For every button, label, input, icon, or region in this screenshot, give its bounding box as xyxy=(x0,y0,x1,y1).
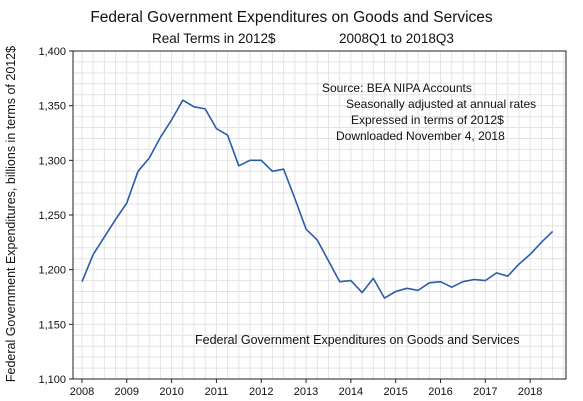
x-tick-label: 2010 xyxy=(159,386,183,398)
x-tick-label: 2018 xyxy=(518,386,542,398)
grid-lines xyxy=(72,50,567,380)
x-tick-label: 2009 xyxy=(115,386,139,398)
y-tick-label: 1,150 xyxy=(38,319,66,331)
x-tick-label: 2016 xyxy=(428,386,452,398)
x-tick-label: 2011 xyxy=(205,386,229,398)
series-layer xyxy=(81,99,554,299)
axis-ticks: 1,100 1,150 1,200 1,250 1,300 1,350 1,400 2008 2… xyxy=(38,46,542,398)
chart-subtitle-left: Real Terms in 2012$ xyxy=(152,31,276,46)
x-tick-label: 2015 xyxy=(383,386,407,398)
source-note-line: Downloaded November 4, 2018 xyxy=(336,129,505,143)
series-legend-label: Federal Government Expenditures on Goods… xyxy=(195,333,520,347)
y-tick-label: 1,100 xyxy=(38,374,66,386)
source-note-line: Source: BEA NIPA Accounts xyxy=(322,81,472,95)
series-line xyxy=(81,99,554,299)
y-tick-label: 1,350 xyxy=(38,101,66,113)
source-note-line: Seasonally adjusted at annual rates xyxy=(346,97,537,111)
y-tick-label: 1,400 xyxy=(38,46,66,58)
x-tick-label: 2014 xyxy=(339,386,363,398)
chart-title: Federal Government Expenditures on Goods… xyxy=(90,9,493,26)
x-tick-label: 2013 xyxy=(294,386,318,398)
chart-subtitle-right: 2008Q1 to 2018Q3 xyxy=(339,31,454,46)
x-tick-label: 2017 xyxy=(473,386,497,398)
y-tick-label: 1,200 xyxy=(38,265,66,277)
x-tick-label: 2008 xyxy=(70,386,94,398)
x-tick-label: 2012 xyxy=(249,386,273,398)
source-note-line: Expressed in terms of 2012$ xyxy=(351,113,504,127)
y-tick-label: 1,250 xyxy=(38,210,66,222)
y-tick-label: 1,300 xyxy=(38,155,66,167)
